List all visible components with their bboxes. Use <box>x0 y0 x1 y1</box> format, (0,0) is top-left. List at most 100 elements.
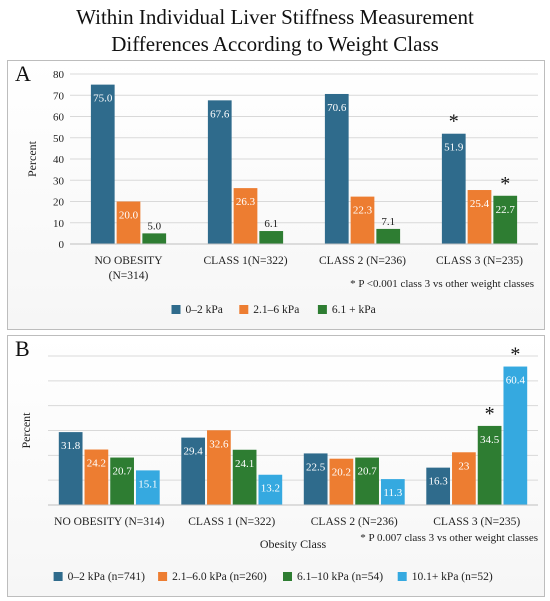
y-tick-label: 60 <box>53 112 65 124</box>
data-label: 5.0 <box>147 220 161 232</box>
y-tick-label: 40 <box>53 154 65 166</box>
y-tick-label: 50 <box>53 133 65 145</box>
data-label: 24.1 <box>235 458 254 470</box>
bar <box>380 479 405 505</box>
data-label: 23 <box>458 460 470 472</box>
legend-label: 2.1–6.0 kPa (n=260) <box>172 571 267 583</box>
legend-swatch <box>53 572 63 581</box>
data-label: 22.5 <box>306 461 326 473</box>
bar <box>233 188 258 244</box>
bar <box>116 201 141 244</box>
bar <box>376 228 401 244</box>
y-tick-label: 10 <box>53 218 65 230</box>
bar <box>324 93 349 244</box>
data-label: 7.1 <box>381 216 395 228</box>
bar <box>259 231 284 244</box>
panel-b: B Percent 31.8 24.2 20.7 15.1 NO OBESITY (N=3… <box>7 335 545 597</box>
chart-title-line-1: Within Individual Liver Stiffness Measur… <box>76 5 474 29</box>
x-category-label: CLASS 1 (N=322) <box>188 516 275 528</box>
chart-title: Within Individual Liver Stiffness Measur… <box>0 4 550 58</box>
bar <box>258 474 283 505</box>
data-label: 70.6 <box>327 102 347 114</box>
legend-swatch <box>317 305 327 314</box>
bar <box>350 196 375 244</box>
x-axis-label: Obesity Class <box>260 537 327 551</box>
bar <box>207 100 232 244</box>
x-category-label: NO OBESITY <box>94 255 163 267</box>
legend-swatch <box>158 572 168 581</box>
legend-label: 0–2 kPa (n=741) <box>68 571 146 583</box>
y-axis-label: Percent <box>19 412 33 449</box>
data-label: 16.3 <box>429 476 449 488</box>
x-category-label: (N=314) <box>109 270 149 282</box>
data-label: 29.4 <box>184 446 204 458</box>
data-label: 13.2 <box>261 483 280 495</box>
footnote: * P <0.001 class 3 vs other weight class… <box>350 278 534 290</box>
y-tick-label: 80 <box>53 69 65 81</box>
data-label: 32.6 <box>209 438 229 450</box>
data-label: 6.1 <box>264 218 278 230</box>
legend-label: 6.1–10 kPa (n=54) <box>297 571 383 583</box>
legend-label: 10.1+ kPa (n=52) <box>412 571 493 583</box>
data-label: 20.7 <box>112 466 132 478</box>
panel-b-chart: Percent 31.8 24.2 20.7 15.1 NO OBESITY (N=314… <box>19 344 538 583</box>
y-tick-label: 30 <box>53 175 65 187</box>
bar <box>441 133 466 244</box>
bar <box>452 452 476 505</box>
legend-label: 0–2 kPa <box>186 304 223 316</box>
bar <box>232 449 257 505</box>
bar <box>503 366 528 505</box>
bar <box>355 457 379 505</box>
legend-label: 6.1 + kPa <box>332 304 376 316</box>
significance-asterisk: * <box>500 173 510 195</box>
significance-asterisk: * <box>449 111 459 133</box>
bar <box>58 432 83 505</box>
y-tick-label: 20 <box>53 197 65 209</box>
data-label: 22.7 <box>496 204 516 216</box>
panel-a-chart: 0 10 20 30 40 50 60 70 80 Percent 75.0 20.0 5.0 NO OB… <box>25 69 538 316</box>
significance-asterisk: * <box>485 403 495 425</box>
data-label: 31.8 <box>61 440 81 452</box>
x-category-label: CLASS 1(N=322) <box>203 255 287 267</box>
footnote: * P 0.007 class 3 vs other weight classe… <box>360 532 538 544</box>
bar <box>303 453 328 505</box>
y-tick-label: 0 <box>59 239 65 251</box>
bar <box>135 470 160 505</box>
data-label: 20.0 <box>119 210 139 222</box>
x-category-label: CLASS 3 (N=235) <box>433 516 520 528</box>
bar <box>329 458 354 505</box>
data-label: 75.0 <box>93 93 113 105</box>
data-label: 20.7 <box>357 466 377 478</box>
bar <box>110 457 134 505</box>
data-label: 26.3 <box>236 196 256 208</box>
data-label: 67.6 <box>210 108 230 120</box>
x-category-label: CLASS 2 (N=236) <box>311 516 398 528</box>
data-label: 25.4 <box>470 198 490 210</box>
data-label: 11.3 <box>383 487 402 499</box>
data-label: 15.1 <box>138 478 157 490</box>
data-label: 20.2 <box>332 467 351 479</box>
data-label: 60.4 <box>506 375 526 387</box>
legend-swatch <box>171 305 181 314</box>
chart-title-line-2: Differences According to Weight Class <box>111 32 439 56</box>
panel-b-letter: B <box>15 336 30 361</box>
bar <box>84 449 109 505</box>
data-label: 51.9 <box>444 142 464 154</box>
data-label: 22.3 <box>353 205 373 217</box>
x-category-label: CLASS 3 (N=235) <box>436 255 523 267</box>
bar <box>207 430 231 505</box>
significance-asterisk: * <box>510 344 520 366</box>
data-label: 24.2 <box>87 458 106 470</box>
bar <box>477 425 502 505</box>
bar <box>142 233 167 244</box>
panel-a-letter: A <box>15 61 31 86</box>
bar <box>426 467 451 505</box>
bar <box>467 190 492 244</box>
bar <box>181 437 206 505</box>
panel-a: A 0 10 20 30 40 50 60 70 80 Percent 75.0 20.0 5.0 NO … <box>7 60 545 330</box>
legend-swatch <box>239 305 249 314</box>
x-category-label: CLASS 2 (N=236) <box>319 255 406 267</box>
legend-swatch <box>283 572 292 581</box>
x-category-label: NO OBESITY (N=314) <box>54 516 164 528</box>
y-axis-label: Percent <box>25 140 39 177</box>
